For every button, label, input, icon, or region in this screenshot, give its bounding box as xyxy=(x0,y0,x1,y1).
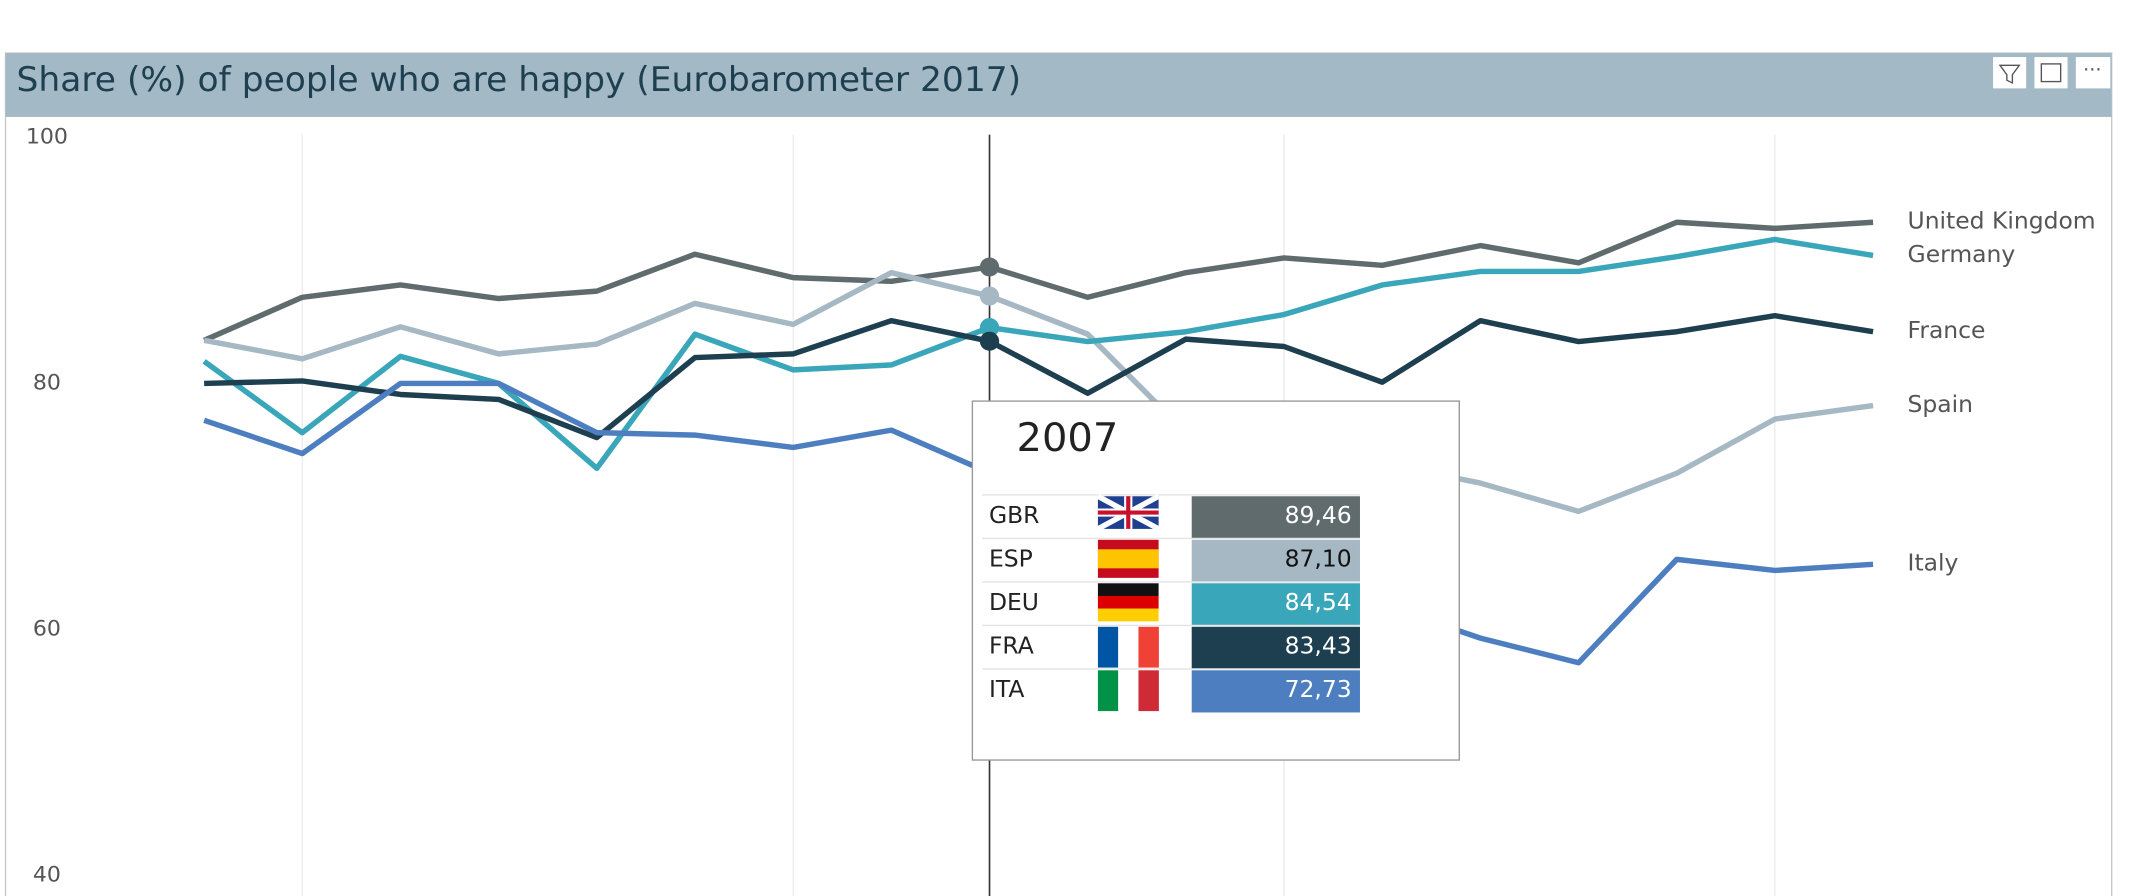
flag xyxy=(1097,670,1119,712)
value-label: 72,73 xyxy=(1285,676,1352,703)
flag xyxy=(1097,626,1119,668)
focus-glyph xyxy=(2040,63,2062,83)
flag xyxy=(1097,595,1159,609)
filter-icon[interactable] xyxy=(1993,57,2027,89)
value-bar xyxy=(1191,539,1360,582)
series-line xyxy=(202,236,1874,472)
flag xyxy=(1118,670,1139,712)
value-bar xyxy=(1191,626,1360,669)
header-bar xyxy=(5,53,2112,117)
value-bar xyxy=(1191,496,1360,539)
value-label: 84,54 xyxy=(1285,589,1352,616)
series-end-label: Spain xyxy=(1908,391,1973,418)
chart-title: Share (%) of people who are happy (Eurob… xyxy=(17,60,1022,100)
flag xyxy=(1138,626,1159,668)
flag xyxy=(1097,608,1159,622)
hover-point xyxy=(979,331,1000,351)
tooltip-row: GBR 89,46 xyxy=(982,493,1360,539)
row-code: DEU xyxy=(989,589,1039,616)
row-code: ITA xyxy=(989,676,1025,703)
series-line xyxy=(204,313,1874,441)
row-code: GBR xyxy=(989,502,1040,529)
flag xyxy=(1097,549,1159,569)
flag xyxy=(1138,670,1159,712)
value-bar xyxy=(1191,583,1360,626)
tooltip: 2007 GBR 89,46 ESP 87,10 DEU 84,54 FRA 83,43 ITA… xyxy=(971,400,1460,761)
y-tick-label: 40 xyxy=(33,863,61,888)
y-tick-label: 100 xyxy=(26,124,68,149)
value-label: 83,43 xyxy=(1285,633,1352,660)
hover-point xyxy=(979,318,1000,338)
flag xyxy=(1097,496,1159,529)
series-end-label: Germany xyxy=(1908,241,2016,268)
series-end-label: United Kingdom xyxy=(1908,208,2096,235)
y-tick-label: 60 xyxy=(33,617,61,642)
row-code: ESP xyxy=(989,546,1033,573)
series-line xyxy=(203,269,1874,515)
series-end-label: Italy xyxy=(1908,550,1959,577)
more-glyph: ··· xyxy=(2083,58,2101,81)
filter-glyph xyxy=(1998,64,2021,85)
value-bar xyxy=(1191,670,1360,713)
tooltip-title: 2007 xyxy=(1017,415,1119,461)
tooltip-row: ESP 87,10 xyxy=(982,537,1360,582)
value-label: 87,10 xyxy=(1285,546,1352,573)
row-code: FRA xyxy=(989,633,1034,660)
hover-point xyxy=(979,286,1000,306)
series-end-label: France xyxy=(1908,317,1986,344)
series-line xyxy=(203,219,1874,343)
visual-icons[interactable]: ··· xyxy=(1993,57,2111,89)
focus-icon[interactable] xyxy=(2034,57,2068,89)
value-label: 89,46 xyxy=(1285,502,1352,529)
flag xyxy=(1118,626,1139,668)
more-icon[interactable] xyxy=(2075,57,2111,89)
tooltip-row: ITA 72,73 xyxy=(982,668,1360,713)
tooltip-row: DEU 84,54 xyxy=(982,581,1360,626)
hover-point xyxy=(979,257,1000,277)
flag xyxy=(1097,583,1159,597)
tooltip-row: FRA 83,43 xyxy=(982,624,1360,669)
y-tick-label: 80 xyxy=(33,371,61,396)
